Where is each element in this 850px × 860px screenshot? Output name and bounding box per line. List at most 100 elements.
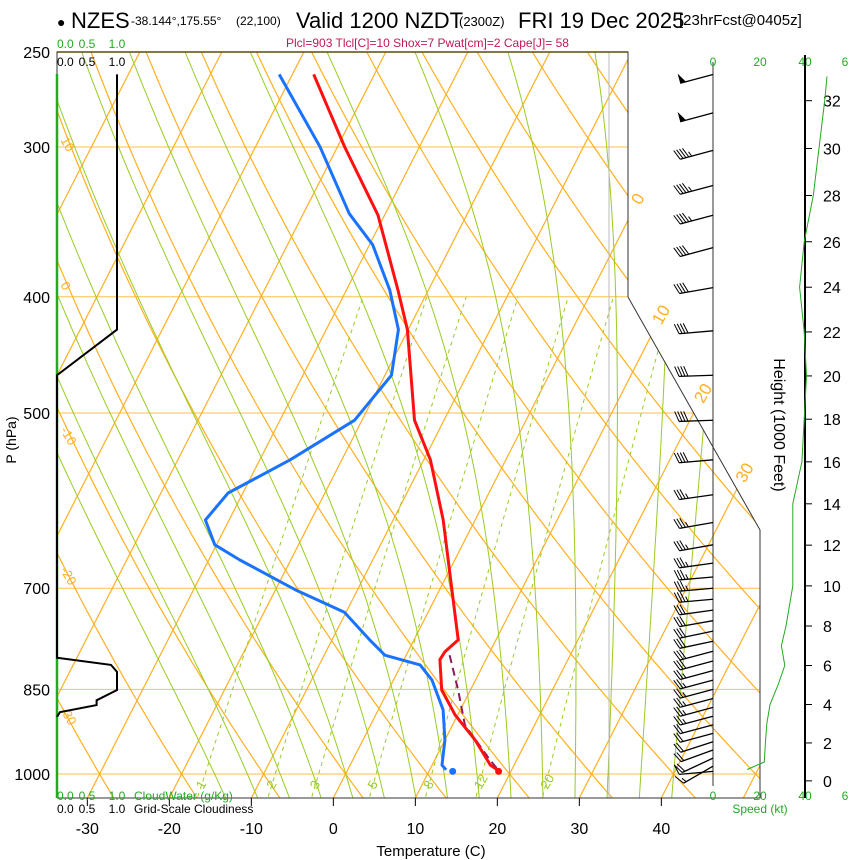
wind-barb-flag: [679, 557, 686, 568]
grid-point: (22,100): [236, 14, 281, 28]
pressure-tick-label: 250: [23, 45, 50, 62]
dry-adiabat-line: [191, 52, 702, 798]
height-tick-label: 2: [823, 736, 832, 753]
wind-barb-staff: [679, 715, 714, 726]
cloudwater-tick-label: 1.0: [109, 789, 126, 803]
height-tick-label: 24: [823, 280, 841, 297]
foreground: 0102030100-10-20-30250300400500700850100…: [3, 37, 849, 860]
wind-barb-half-flag: [682, 710, 687, 715]
wind-barb-flag: [679, 183, 687, 193]
wind-barb-flag: [679, 540, 686, 550]
moist-adiabat-line: [175, 52, 449, 798]
dry-adiabat-label: 10: [57, 134, 77, 154]
wind-barb-flag: [676, 581, 683, 592]
moist-adiabat-line: [590, 52, 618, 798]
mixing-ratio-line: [265, 296, 428, 798]
wind-barb: [673, 540, 714, 552]
wind-barb-flag: [676, 650, 684, 660]
wind-barb: [674, 765, 714, 784]
wind-barb-flag: [673, 185, 681, 195]
wind-speed-profile-line: [746, 76, 828, 770]
wind-barb: [673, 679, 714, 690]
isotherm-line: [57, 52, 398, 798]
moist-adiabat-line: [57, 52, 324, 798]
wind-barb-flag: [673, 581, 680, 592]
wind-barb-flag: [676, 688, 684, 698]
wind-barb: [674, 411, 714, 423]
wind-barb-staff: [679, 732, 714, 743]
temperature-tick-label: -10: [240, 821, 263, 838]
wind-barb-flag: [673, 247, 681, 257]
dry-adiabat-label: -30: [57, 704, 79, 728]
utc-time: (2300Z): [459, 14, 505, 29]
height-tick-label: 12: [823, 538, 841, 555]
moist-adiabat-line: [120, 52, 418, 798]
pressure-tick-label: 850: [23, 682, 50, 699]
wind-barb-flag: [679, 489, 686, 499]
wind-barb-flag: [673, 679, 681, 690]
wind-barb-flag: [674, 366, 680, 377]
height-axis-title: Height (1000 Feet): [770, 358, 787, 491]
wind-barb-staff: [679, 670, 714, 681]
wind-barb: [673, 659, 714, 671]
wind-barb-flag: [679, 517, 686, 528]
wind-barb-flag: [676, 616, 683, 627]
height-tick-label: 18: [823, 412, 841, 429]
wind-barb-staff: [679, 679, 714, 690]
height-tick-label: 14: [823, 497, 841, 514]
pressure-tick-label: 300: [23, 140, 50, 157]
wind-barb: [673, 452, 714, 464]
dry-adiabat-line: [300, 52, 760, 798]
isotherm-line: [57, 52, 152, 798]
wind-barb-flag: [674, 776, 684, 784]
wind-barb-half-flag: [682, 673, 687, 679]
wind-barb-flag: [676, 569, 683, 580]
isotherm-label: 30: [732, 460, 758, 486]
wind-barb-half-flag: [688, 151, 693, 157]
speed-tick-label: 0: [710, 55, 717, 69]
dry-adiabat-line: [409, 52, 760, 798]
isotherm-line: [57, 52, 234, 798]
cloudiness-tick-label: 1.0: [109, 802, 126, 816]
wind-barb-staff: [679, 770, 714, 776]
wind-barb-flag: [679, 627, 687, 638]
wind-barb-flag: [676, 489, 683, 500]
wind-barb-flag: [679, 323, 686, 334]
dry-adiabat-label: -20: [57, 564, 79, 588]
wind-barb-flag: [673, 733, 681, 743]
station-coords: -38.144°,175.55°: [131, 14, 222, 28]
moist-adiabat-line: [57, 52, 229, 798]
height-tick-label: 28: [823, 189, 841, 206]
wind-barb: [673, 706, 714, 717]
wind-barb-flag: [676, 283, 683, 294]
wind-barb-flag: [673, 716, 681, 726]
wind-barb-half-flag: [682, 701, 687, 707]
dry-adiabat-line: [627, 52, 760, 798]
dry-adiabat-line: [792, 31, 850, 805]
wind-barb-flag: [673, 724, 681, 734]
wind-barb-flag: [683, 366, 689, 377]
wind-barb-flag: [679, 283, 686, 293]
stability-indices: Plcl=903 Tlcl[C]=10 Shox=7 Pwat[cm]=2 Ca…: [286, 36, 569, 50]
wind-barb: [673, 580, 714, 592]
wind-barb-flag: [679, 659, 687, 669]
wind-barb-half-flag: [685, 596, 689, 602]
wind-barb: [674, 366, 714, 378]
cloudwater-tick-label: 0.5: [79, 789, 96, 803]
moist-adiabat-line: [638, 52, 672, 798]
wind-barb-flag: [679, 580, 686, 591]
mixing-ratio-label: 2: [263, 778, 280, 792]
wind-barb-flag: [676, 679, 684, 689]
wind-barb-half-flag: [688, 216, 693, 222]
wind-barb-pennant: [677, 112, 686, 122]
wind-barb-staff: [679, 706, 714, 717]
wind-barb: [673, 616, 714, 628]
wind-barb-staff: [679, 688, 714, 699]
wind-barb-flag: [676, 706, 684, 716]
wind-barb-flag: [681, 212, 690, 222]
wind-barb-flag: [676, 742, 684, 752]
wind-barb-flag: [673, 605, 680, 616]
wind-barb-half-flag: [685, 522, 689, 528]
dry-adiabat-line: [464, 52, 760, 798]
wind-barb-flag: [673, 541, 680, 551]
